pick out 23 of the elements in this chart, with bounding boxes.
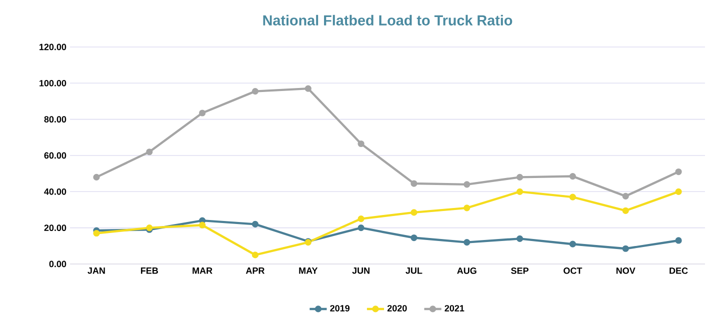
legend-label: 2020 [387, 305, 407, 312]
y-tick-label: 80.00 [44, 116, 66, 123]
legend-label: 2019 [330, 305, 350, 312]
x-tick-label: AUG [457, 268, 476, 274]
y-tick-label: 120.00 [40, 44, 66, 50]
x-tick-label: JUL [406, 268, 422, 274]
x-tick-label: MAR [192, 268, 212, 274]
x-tick-label: SEP [511, 268, 528, 274]
y-tick-label: 60.00 [44, 152, 66, 159]
legend-label: 2021 [444, 305, 464, 312]
y-tick-label: 20.00 [44, 224, 66, 232]
x-tick-label: OCT [564, 268, 582, 274]
x-tick-label: NOV [616, 268, 636, 274]
x-tick-label: JAN [88, 268, 105, 274]
x-tick-label: FEB [140, 268, 158, 274]
x-tick-label: MAY [299, 268, 318, 274]
y-tick-label: 100.00 [40, 80, 66, 86]
x-tick-label: DEC [670, 268, 688, 274]
y-tick-label: 40.00 [44, 188, 66, 195]
y-tick-label: 0.00 [49, 260, 66, 268]
x-tick-label: APR [246, 268, 265, 274]
x-tick-label: JUN [352, 268, 370, 274]
chart-title: National Flatbed Load to Truck Ratio [263, 14, 512, 26]
